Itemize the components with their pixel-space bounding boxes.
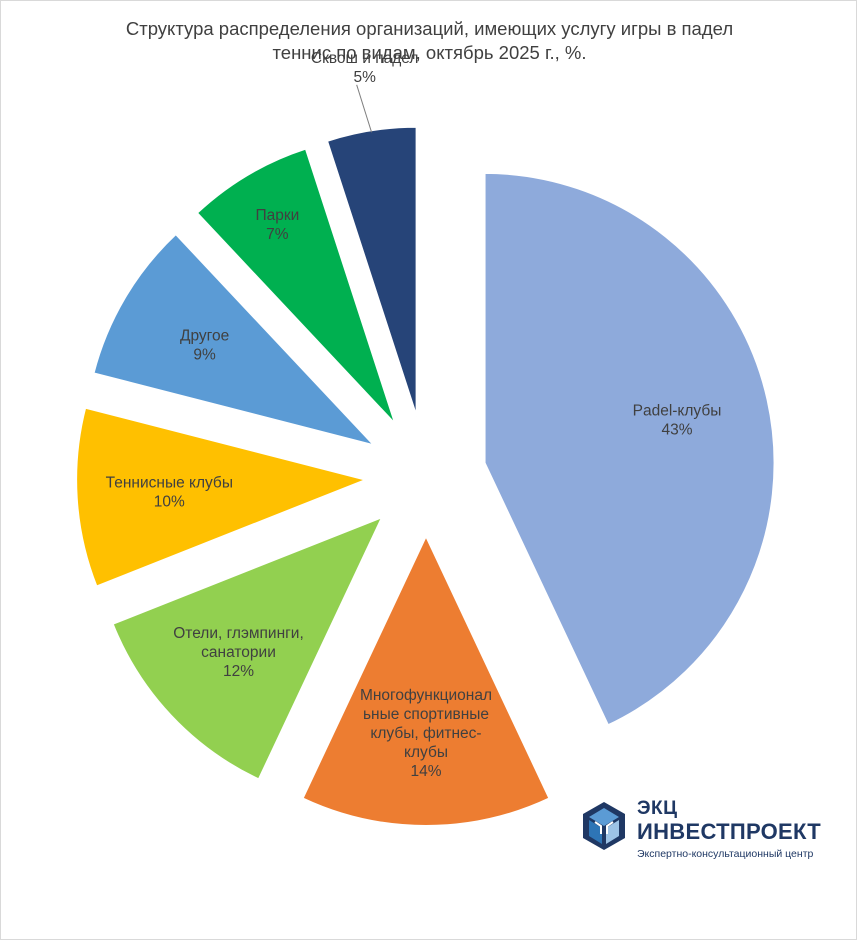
chart-title-line-2: теннис по видам, октябрь 2025 г., %. [272,42,587,63]
slice-label-3-line-1: Отели, глэмпинги, [173,625,304,642]
slice-value-label-2: 14% [410,763,441,780]
chart-title-line-1: Структура распределения организаций, име… [125,18,734,39]
chart-title: Структура распределения организаций, име… [1,17,857,65]
slice-label-3-line-2: санатории [201,644,276,661]
pie-slice-2 [301,533,551,827]
slice-value-label-5: 9% [193,347,216,364]
logo-tagline: Экспертно-консультационный центр [637,848,814,860]
slice-label-6-line-1: Парки [255,207,299,224]
slice-label-2-line-2: ьные спортивные [363,706,489,723]
slice-label-2-line-1: Многофункционал [360,687,492,704]
logo-name-line-1: ЭКЦ [637,798,678,819]
slice-value-label-7: 5% [353,69,376,86]
pie-slice-6 [195,147,397,426]
pie-slice-5 [92,232,378,448]
slice-label-5-line-1: Другое [180,328,229,345]
logo-cube-icon [583,802,625,850]
leader-line-7 [356,84,373,133]
company-logo: ЭКЦ ИНВЕСТПРОЕКТ Экспертно-консультацион… [579,798,829,862]
slice-label-2-line-3: клубы, фитнес- [370,725,481,742]
slice-label-1-line-1: Padel-клубы [633,402,722,419]
slice-label-7-line-1: Сквош и падел [311,50,419,67]
pie-slice-3 [111,515,385,781]
pie-slice-1 [483,171,776,727]
slice-value-label-1: 43% [661,421,692,438]
pie-slice-4 [75,406,370,588]
slice-value-label-4: 10% [154,494,185,511]
slice-value-label-3: 12% [223,663,254,680]
slice-value-label-6: 7% [266,226,289,243]
logo-name-line-2: ИНВЕСТПРОЕКТ [637,819,822,844]
slice-label-4-line-1: Теннисные клубы [106,475,233,492]
slice-label-2-line-4: клубы [404,744,448,761]
